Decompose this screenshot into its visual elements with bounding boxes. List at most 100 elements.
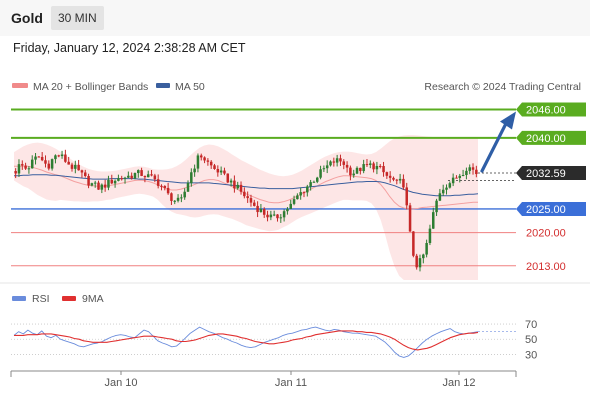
level-label-box (516, 130, 586, 145)
candle-bear (365, 164, 369, 166)
x-tick-label: Jan 10 (104, 377, 137, 389)
candle-bull (306, 186, 309, 193)
candle-bear (412, 231, 415, 256)
candle-bull (117, 178, 120, 181)
candle-bear (276, 214, 279, 219)
candle-bull (355, 167, 359, 174)
symbol-title: Gold (11, 10, 43, 26)
bollinger-band-area (14, 135, 478, 280)
candle-bear (395, 179, 399, 181)
candle-bull (54, 155, 57, 160)
candle-bear (21, 164, 24, 166)
candle-bear (266, 214, 269, 218)
ma50-line (14, 174, 479, 197)
chart-datetime: Friday, January 12, 2024 2:38:28 AM CET (13, 41, 246, 55)
candle-bear (223, 170, 226, 174)
level-label-box (516, 201, 586, 216)
candle-bull (219, 170, 223, 173)
rsi-legend-label: RSI (32, 293, 50, 305)
candle-bull (438, 193, 442, 201)
candle-bear (103, 184, 107, 188)
candle-bull (279, 217, 283, 219)
candle-bull (448, 183, 452, 188)
candle-bear (246, 196, 249, 199)
candle-bull (296, 195, 299, 200)
candle-bear (14, 171, 17, 174)
candle-bear (342, 161, 346, 165)
candle-bull (428, 228, 432, 243)
candle-bear (253, 202, 256, 206)
candle-bull (369, 163, 372, 165)
x-axis: Jan 10 Jan 11 Jan 12 (10, 370, 517, 389)
candle-bear (77, 164, 80, 171)
candle-bull (269, 214, 273, 218)
candle-bear (256, 205, 259, 213)
candle-bear (199, 155, 203, 158)
level-label: 2040.00 (526, 133, 566, 145)
level-label-box (516, 102, 586, 117)
candle-bear (302, 192, 306, 194)
candle-bear (455, 177, 458, 179)
candle-bull (30, 159, 34, 169)
candle-bear (405, 187, 409, 206)
candle-bear (226, 173, 230, 183)
candle-bull (352, 173, 355, 176)
candle-bull (289, 203, 293, 209)
candle-bear (402, 178, 405, 188)
ma50-legend-swatch (156, 83, 170, 88)
rsi-ma-line (14, 330, 479, 351)
current-price-label: 2032.59 (526, 168, 566, 180)
candle-bull (468, 167, 471, 171)
projection-arrow (480, 111, 516, 173)
candle-bull (312, 181, 316, 183)
candle-bull (100, 184, 104, 190)
candle-bull (299, 192, 302, 196)
candle-bear (408, 205, 412, 232)
x-tick-label: Jan 11 (275, 377, 307, 389)
candle-bull (425, 242, 428, 255)
ma20-legend-swatch (12, 83, 28, 88)
candle-bear (415, 255, 418, 268)
x-tick-label: Jan 12 (442, 377, 475, 389)
research-credit: Research © 2024 Trading Central (424, 81, 581, 93)
candle-bull (236, 184, 239, 189)
candle-bear (213, 165, 216, 169)
candle-bull (315, 177, 319, 182)
candle-bull (27, 168, 31, 170)
candle-bull (193, 168, 196, 173)
level-label: 2046.00 (526, 104, 566, 116)
candle-bear (239, 184, 243, 192)
candle-bull (50, 159, 54, 169)
candle-bull (309, 182, 312, 187)
candle-bull (93, 182, 97, 184)
candle-bull (325, 165, 329, 169)
ma9-legend-label: 9MA (82, 293, 104, 305)
candle-bull (146, 174, 150, 178)
timeframe-button[interactable]: 30 MIN (51, 6, 104, 30)
candle-bull (329, 161, 332, 166)
candle-bear (170, 193, 173, 201)
candle-bull (362, 164, 365, 172)
candle-bear (120, 178, 123, 180)
candle-bear (87, 176, 90, 186)
candle-bull (127, 175, 130, 178)
candle-bull (286, 208, 289, 212)
candle-bull (123, 177, 127, 179)
candle-bull (418, 258, 422, 268)
candle-bull (335, 158, 339, 163)
candle-bear (64, 154, 67, 162)
candle-bear (153, 175, 157, 180)
candle-bear (24, 165, 27, 169)
level-label: 2020.00 (526, 228, 566, 240)
candle-bull (451, 177, 455, 184)
candle-bear (233, 180, 236, 189)
candle-bull (34, 156, 37, 160)
candle-bull (431, 212, 435, 229)
candle-bull (137, 170, 140, 174)
moving-averages (14, 165, 479, 210)
candle-bear (37, 156, 41, 158)
candle-bear (130, 175, 133, 179)
candle-bull (183, 191, 186, 198)
rsi-tick-label: 30 (525, 349, 537, 361)
